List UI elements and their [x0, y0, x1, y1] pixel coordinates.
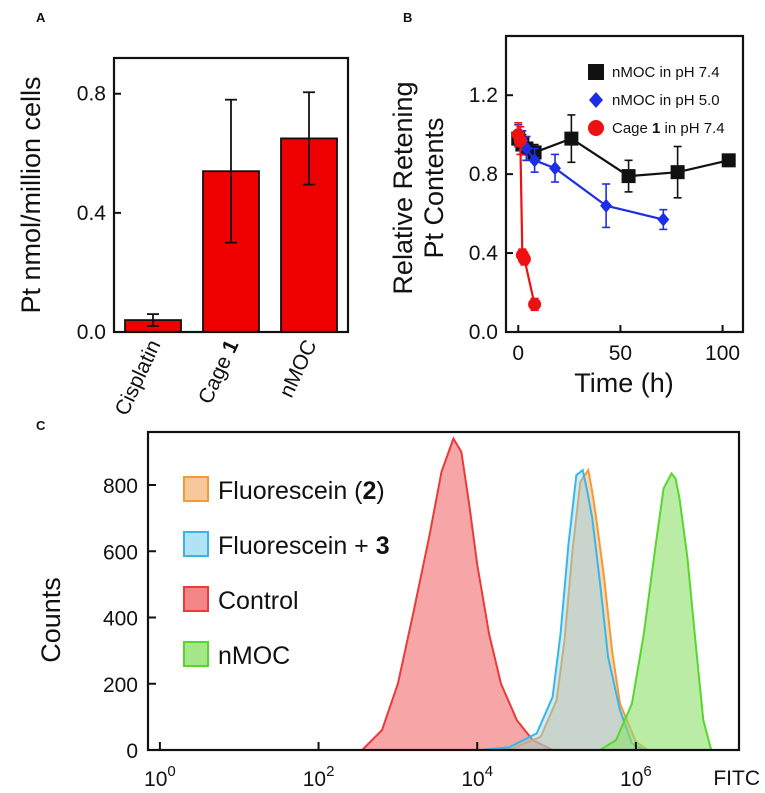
- chart-c-flow-histogram: 0 200 400 600 800 100 102 104 106 Fluorescein (…: [36, 430, 760, 791]
- chart-b-point-2-1: [513, 134, 527, 148]
- chart-c-x-tick-label-2: 104: [461, 763, 493, 791]
- chart-c-y-tick-label-1: 200: [103, 674, 138, 697]
- chart-c-y-axis-title: Counts: [36, 577, 66, 663]
- chart-b-point-0-7: [721, 153, 736, 168]
- chart-b-frame: [504, 34, 745, 334]
- chart-b-x-tick-label-2: 100: [705, 342, 740, 365]
- chart-b-series: [511, 114, 736, 312]
- chart-b-legend: nMOC in pH 7.4 nMOC in pH 5.0 Cage 1 in pH…: [588, 64, 725, 137]
- chart-a-x-tick-label-1: Cage 1: [194, 336, 244, 407]
- chart-c-legend-swatch-0: [183, 476, 209, 502]
- chart-c-legend-swatch-2: [183, 586, 209, 612]
- panel-label-a: A: [36, 10, 46, 25]
- chart-b-y-ticks: 0.0 0.4 0.8 1.2: [469, 84, 513, 344]
- chart-c-x-tick-label-3: 106: [620, 763, 652, 791]
- chart-c-legend-label-2: Control: [218, 587, 299, 615]
- chart-b-point-0-5: [621, 169, 636, 184]
- chart-a-y-axis-title: Pt nmol/million cells: [16, 76, 46, 313]
- chart-b-y-tick-label-3: 1.2: [469, 84, 498, 107]
- chart-b-y-axis-title-line1: Relative Retening: [388, 81, 418, 294]
- chart-c-y-tick-label-4: 800: [103, 475, 138, 498]
- chart-b-legend-marker-0: [588, 64, 604, 80]
- chart-c-y-tick-label-3: 600: [103, 541, 138, 564]
- chart-a-y-tick-label-0: 0.0: [77, 321, 106, 344]
- chart-c-y-ticks: 0 200 400 600 800: [103, 475, 156, 763]
- chart-a-x-tick-label-0: Cisplatin: [111, 336, 166, 419]
- chart-c-legend-swatch-3: [183, 641, 209, 667]
- chart-b-x-tick-label-1: 50: [609, 342, 632, 365]
- chart-c-x-tick-label-1: 102: [303, 763, 335, 791]
- chart-b-point-2-3: [517, 252, 531, 266]
- chart-c-x-tick-label-0: 100: [144, 763, 176, 791]
- chart-a-x-tick-labels: Cisplatin Cage 1 nMOC: [111, 336, 322, 419]
- chart-b-point-2-4: [528, 297, 542, 311]
- chart-c-legend: Fluorescein (2) Fluorescein + 3 Control nMO…: [183, 476, 390, 670]
- chart-b-y-tick-label-1: 0.4: [469, 242, 499, 265]
- chart-b-legend-label-0: nMOC in pH 7.4: [612, 64, 720, 81]
- chart-c-legend-label-1: Fluorescein + 3: [218, 532, 390, 560]
- chart-b-y-tick-label-0: 0.0: [469, 321, 498, 344]
- chart-b-x-tick-label-0: 0: [512, 342, 524, 365]
- chart-a-x-tick-label-2: nMOC: [275, 336, 321, 401]
- chart-b-y-tick-label-2: 0.8: [469, 163, 498, 186]
- chart-b-point-1-4: [549, 161, 562, 176]
- chart-b-point-1-6: [657, 212, 670, 227]
- chart-c-histogram-3: [596, 471, 713, 751]
- chart-a-y-tick-label-2: 0.8: [77, 83, 106, 106]
- chart-b-legend-marker-1: [589, 92, 603, 108]
- chart-b-point-0-4: [564, 131, 579, 146]
- chart-a-y-ticks: 0.0 0.4 0.8: [77, 83, 121, 344]
- chart-c-y-tick-label-2: 400: [103, 608, 138, 631]
- chart-c-frame: [146, 430, 741, 752]
- chart-c-x-axis-title: FITC: [713, 767, 760, 790]
- chart-b-point-0-6: [670, 165, 685, 180]
- chart-b-x-ticks: 0 50 100: [512, 325, 740, 365]
- chart-b-point-1-5: [600, 198, 613, 213]
- chart-b-legend-marker-2: [588, 120, 604, 136]
- chart-b-point-1-3: [528, 153, 541, 168]
- chart-a-y-tick-label-1: 0.4: [77, 202, 107, 225]
- chart-a-bars: [124, 91, 338, 333]
- chart-b-legend-label-1: nMOC in pH 5.0: [612, 92, 720, 109]
- chart-c-y-tick-label-0: 0: [126, 740, 138, 763]
- panel-label-b: B: [403, 10, 412, 25]
- chart-a-frame: [112, 56, 350, 334]
- chart-c-legend-label-0: Fluorescein (2): [218, 477, 385, 505]
- chart-c-histogram-2: [359, 436, 554, 751]
- chart-b-y-axis-title-line2: Pt Contents: [419, 117, 449, 258]
- chart-c-x-ticks: 100 102 104 106: [144, 742, 652, 791]
- chart-c-legend-label-3: nMOC: [218, 642, 290, 670]
- panel-label-c: C: [36, 418, 46, 433]
- chart-c-legend-swatch-1: [183, 531, 209, 557]
- chart-a-bar-chart: 0.0 0.4 0.8 Cisplatin Cage 1 nMOC Pt nmol/mi…: [16, 56, 350, 419]
- chart-c-histograms: [359, 436, 713, 751]
- chart-b-x-axis-title: Time (h): [574, 368, 674, 398]
- chart-b-legend-label-2: Cage 1 in pH 7.4: [612, 120, 725, 137]
